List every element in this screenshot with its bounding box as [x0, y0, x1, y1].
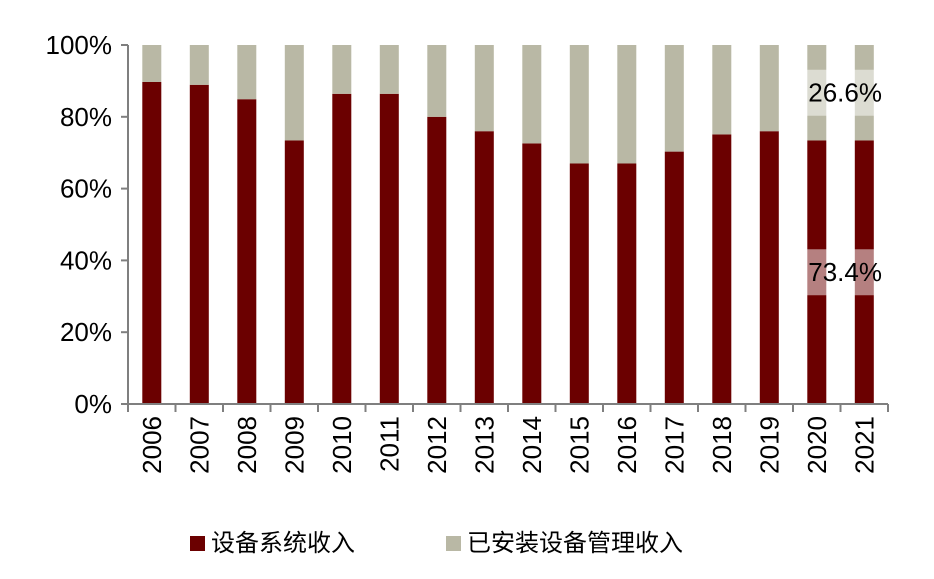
bar-2012-series-0 [427, 116, 447, 405]
bar-2010-series-1 [332, 45, 352, 94]
bar-2008-series-1 [237, 45, 257, 100]
bar-2007-series-0 [189, 84, 209, 405]
bar-2018-series-0 [712, 134, 732, 404]
x-tick-label: 2012 [422, 416, 452, 474]
bar-2006-series-0 [142, 82, 162, 404]
bar-2016-series-1 [617, 45, 637, 164]
y-tick-label: 100% [46, 30, 113, 60]
x-tick-label: 2020 [802, 416, 832, 474]
legend-item-equipment-systems: 设备系统收入 [190, 528, 355, 558]
bar-2012-series-1 [427, 45, 447, 117]
y-axis-ticks: 0% 20% 40% 60% 80% 100% [46, 30, 128, 419]
bar-2008-series-0 [237, 99, 257, 404]
legend-item-installed-base: 已安装设备管理收入 [446, 528, 683, 558]
x-axis-ticks: 2006 2007 2008 2009 2010 2011 2012 2013 2014 2015… [127, 404, 889, 474]
bar-2017-series-0 [664, 151, 684, 404]
legend-label-equipment-systems: 设备系统收入 [211, 529, 355, 557]
x-tick-label: 2007 [184, 416, 214, 474]
bar-2015-series-0 [569, 163, 589, 404]
bar-2011-series-0 [379, 93, 399, 405]
bar-2011-series-1 [379, 45, 399, 94]
y-tick-label: 80% [60, 102, 112, 132]
y-tick-label: 40% [60, 245, 112, 275]
bar-2009-series-1 [284, 45, 304, 141]
data-label-2021-series-0: 73.4% [808, 257, 882, 287]
data-label-2021-series-1: 26.6% [808, 78, 882, 108]
x-tick-label: 2014 [517, 416, 547, 474]
bar-2015-series-1 [569, 45, 589, 164]
stacked-bar-chart: 0%20%40%60%80%100% 2006 2007 2008 2009 2010 2… [45, 30, 915, 474]
legend-swatch-installed-base [446, 535, 461, 551]
x-tick-label: 2016 [612, 416, 642, 474]
legend: 设备系统收入 已安装设备管理收入 [0, 520, 934, 570]
bar-2006-series-1 [142, 45, 162, 82]
bar-2014-series-1 [522, 45, 542, 144]
x-tick-label: 2006 [137, 416, 167, 474]
x-tick-label: 2010 [327, 416, 357, 474]
y-tick-label: 20% [60, 317, 112, 347]
bar-2013-series-0 [474, 131, 494, 404]
y-tick-label: 0% [74, 389, 112, 419]
x-tick-label: 2013 [469, 416, 499, 474]
bar-2016-series-0 [617, 163, 637, 404]
x-tick-label: 2009 [279, 416, 309, 474]
data-label-background [802, 249, 915, 296]
x-tick-label: 2021 [849, 416, 879, 474]
data-label-background [802, 69, 915, 116]
x-tick-label: 2019 [754, 416, 784, 474]
y-tick-label: 60% [60, 174, 112, 204]
legend-swatch-equipment-systems [190, 535, 205, 551]
x-tick-label: 2008 [232, 416, 262, 474]
bar-2014-series-0 [522, 143, 542, 404]
data-labels-group: 26.6% 73.4% [802, 69, 915, 296]
bar-2019-series-0 [759, 131, 779, 404]
bar-2010-series-0 [332, 93, 352, 405]
legend-label-installed-base: 已安装设备管理收入 [467, 529, 683, 557]
x-tick-label: 2017 [659, 416, 689, 474]
x-tick-label: 2015 [564, 416, 594, 474]
bar-2018-series-1 [712, 45, 732, 135]
bar-2019-series-1 [759, 45, 779, 132]
x-tick-label: 2011 [374, 416, 404, 472]
bar-2007-series-1 [189, 45, 209, 85]
bar-2013-series-1 [474, 45, 494, 132]
bar-2009-series-0 [284, 140, 304, 404]
bars-group [142, 45, 874, 405]
x-tick-label: 2018 [707, 416, 737, 474]
bar-2017-series-1 [664, 45, 684, 152]
